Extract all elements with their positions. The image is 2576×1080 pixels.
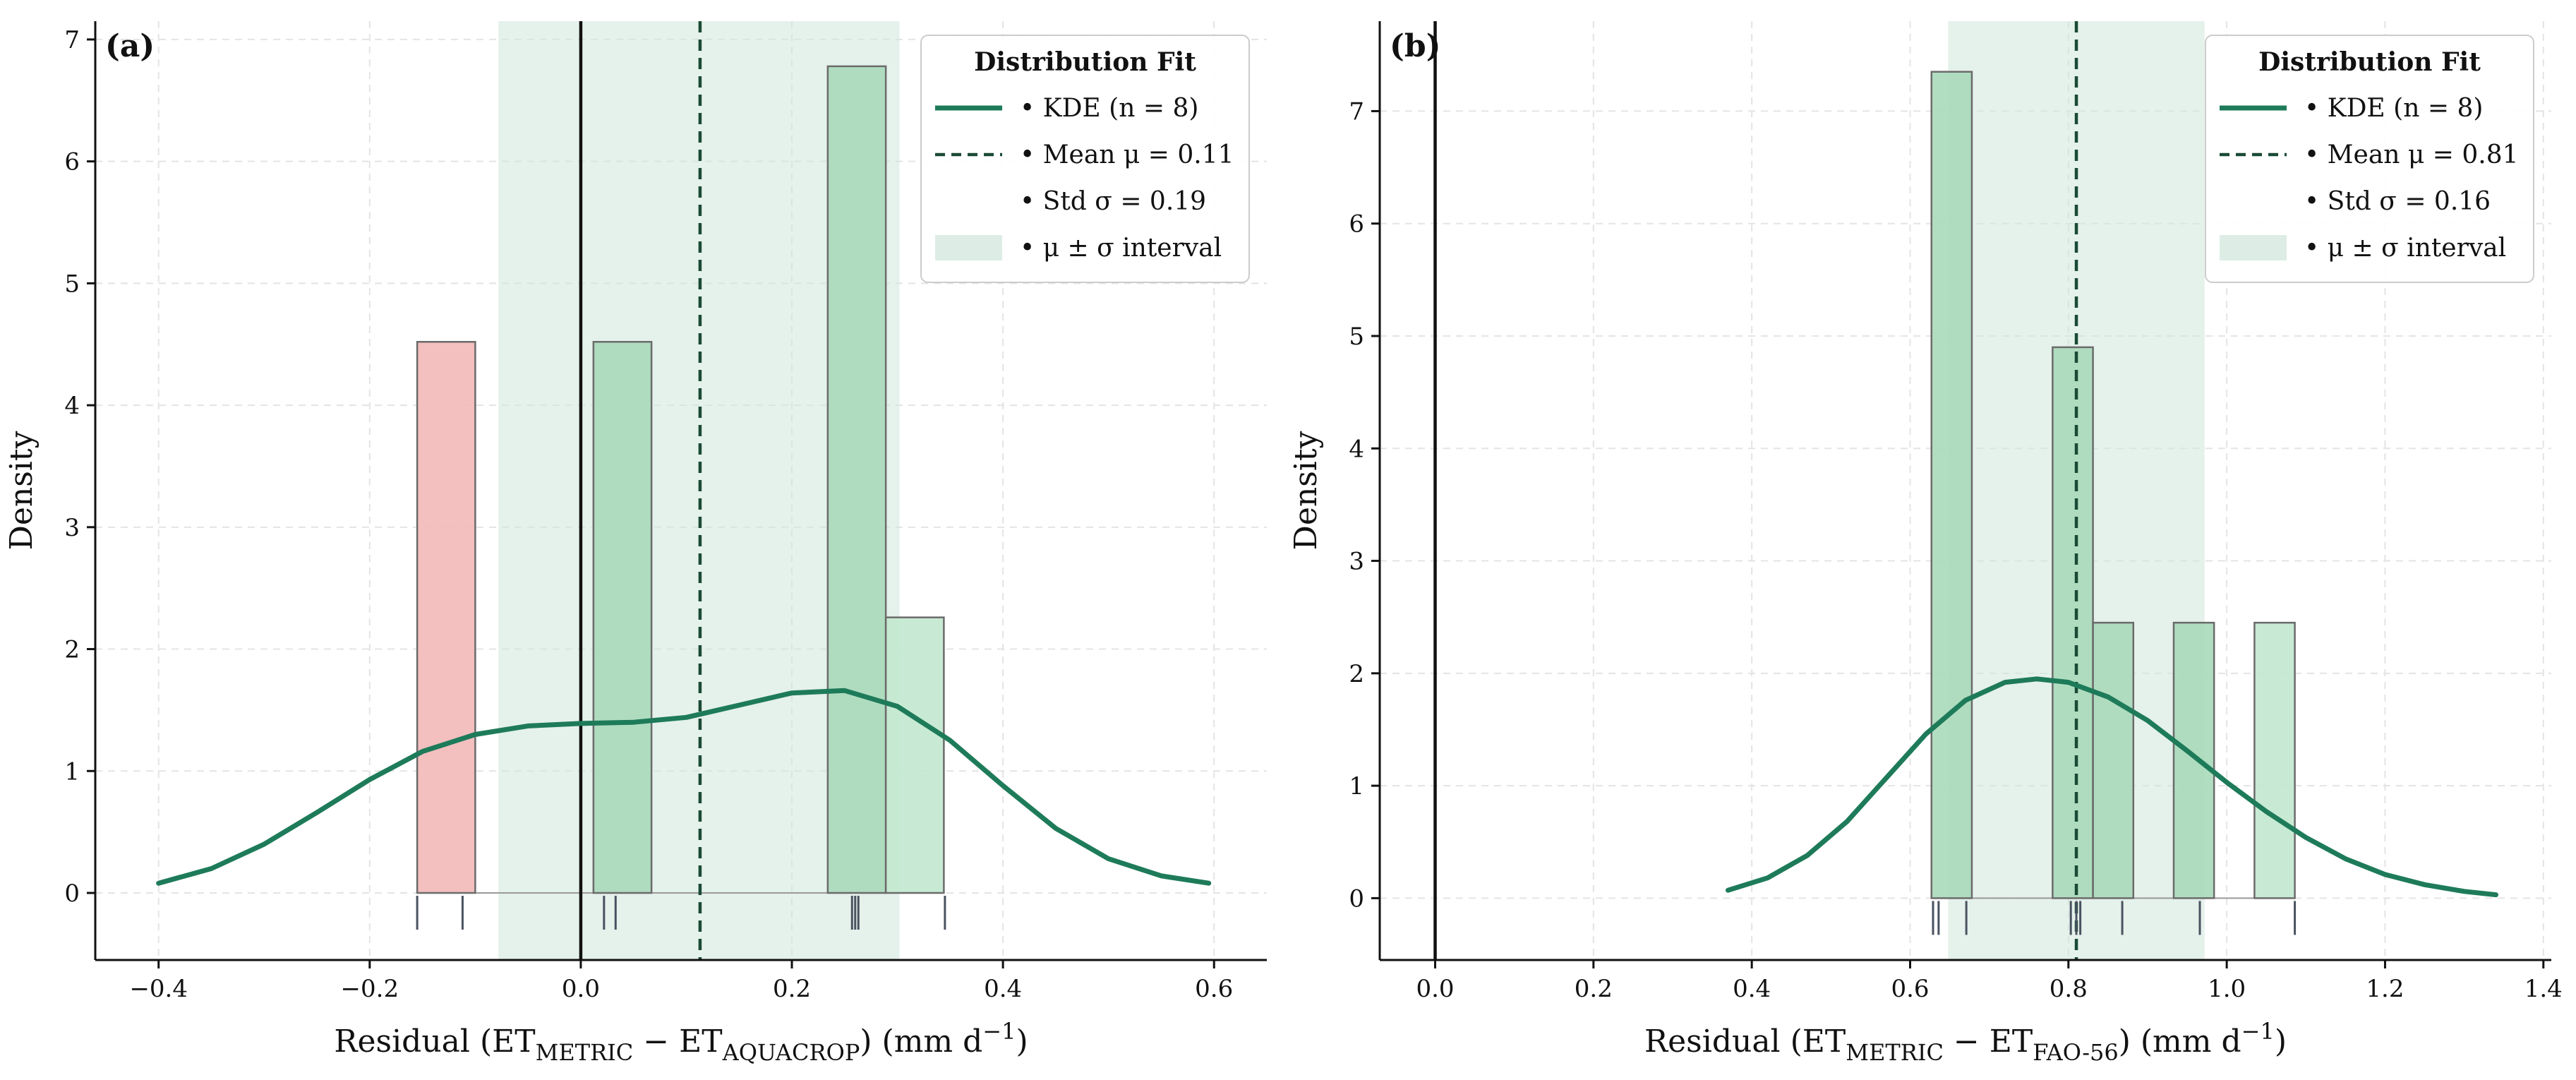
histogram-bar <box>592 341 653 894</box>
y-tick-label: 6 <box>1349 210 1364 239</box>
x-tick-label: 0.2 <box>773 975 811 1003</box>
y-tick-label: 6 <box>64 148 80 176</box>
legend-entry: • Mean μ = 0.11 <box>1020 140 1234 169</box>
legend-box <box>2205 35 2534 283</box>
y-tick-label: 5 <box>1349 323 1364 351</box>
x-tick-label: 0.0 <box>562 975 600 1003</box>
y-tick-label: 2 <box>1349 660 1364 688</box>
y-axis-label: Density <box>4 431 40 550</box>
legend-entry: • Std σ = 0.19 <box>1020 187 1206 216</box>
legend-handle-band <box>2220 235 2287 260</box>
x-tick-label: 1.2 <box>2366 975 2404 1003</box>
x-tick-label: 1.4 <box>2524 975 2563 1003</box>
x-tick-label: 0.8 <box>2050 975 2088 1003</box>
legend-entry: • μ ± σ interval <box>2304 234 2506 263</box>
histogram-bar <box>884 616 945 894</box>
y-tick-label: 0 <box>64 880 80 908</box>
panel-label: (a) <box>105 28 155 64</box>
x-tick-label: −0.4 <box>129 975 188 1003</box>
x-tick-label: 0.4 <box>984 975 1022 1003</box>
kde-curve <box>1726 676 2498 898</box>
y-tick-label: 2 <box>64 636 80 664</box>
panel-b: 0.0 0.2 0.4 0.6 0.8 1.0 1.2 1.4 0 1 2 3 4 5 6 7 (b) Densi… <box>1288 21 2563 1066</box>
y-tick-label: 3 <box>64 514 80 542</box>
x-tick-label: 0.4 <box>1733 975 1771 1003</box>
histogram-bar <box>1930 71 1973 899</box>
y-tick-label: 0 <box>1349 884 1364 913</box>
legend-handle-band <box>935 235 1002 260</box>
x-axis-label: Residual (ETMETRIC − ETAQUACROP) (mm d−1… <box>334 1018 1028 1066</box>
x-tick-label: 0.2 <box>1575 975 1613 1003</box>
kde-curve <box>156 688 1212 886</box>
panel-label: (b) <box>1390 28 1440 64</box>
y-tick-label: 7 <box>1349 97 1364 126</box>
histogram-bar <box>2092 621 2135 899</box>
legend: Distribution Fit • KDE (n = 8) • Mean μ = … <box>2205 35 2534 283</box>
legend-entry: • KDE (n = 8) <box>1020 94 1198 123</box>
y-tick-label: 1 <box>64 757 80 786</box>
histogram-bar <box>826 65 887 894</box>
histogram-bar <box>416 341 476 894</box>
x-tick-label: −0.2 <box>341 975 399 1003</box>
legend-entry: • μ ± σ interval <box>1020 234 1222 263</box>
panel-a: −0.4 −0.2 0.0 0.2 0.4 0.6 0 1 2 3 4 5 6 7 (a) Density Re… <box>4 21 1267 1066</box>
legend: Distribution Fit • KDE (n = 8) • Mean μ = … <box>920 35 1250 283</box>
x-tick-label: 0.0 <box>1416 975 1454 1003</box>
y-tick-label: 7 <box>64 26 80 54</box>
legend-entry: • Std σ = 0.16 <box>2304 187 2491 216</box>
legend-box <box>920 35 1250 283</box>
legend-entry: • KDE (n = 8) <box>2304 94 2483 123</box>
x-tick-label: 0.6 <box>1195 975 1233 1003</box>
y-tick-label: 4 <box>64 392 80 420</box>
legend-entry: • Mean μ = 0.81 <box>2304 140 2519 169</box>
x-tick-label: 1.0 <box>2208 975 2246 1003</box>
y-axis-label: Density <box>1288 431 1324 550</box>
y-tick-label: 4 <box>1349 435 1364 463</box>
y-tick-label: 5 <box>64 270 80 298</box>
y-tick-label: 1 <box>1349 772 1364 800</box>
histogram-bar <box>2052 346 2094 899</box>
legend-title: Distribution Fit <box>974 47 1196 77</box>
histogram-bar <box>2172 621 2215 899</box>
x-axis-label: Residual (ETMETRIC − ETFAO-56) (mm d−1) <box>1644 1018 2287 1066</box>
y-tick-label: 3 <box>1349 548 1364 576</box>
x-tick-label: 0.6 <box>1891 975 1929 1003</box>
legend-title: Distribution Fit <box>2258 47 2481 77</box>
histogram-bar <box>2253 621 2296 899</box>
